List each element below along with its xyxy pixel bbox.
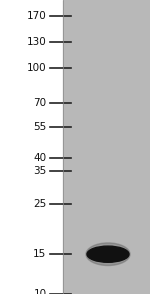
- Text: 40: 40: [33, 153, 46, 163]
- Text: 170: 170: [27, 11, 46, 21]
- Text: 35: 35: [33, 166, 46, 176]
- Text: 15: 15: [33, 249, 46, 259]
- Text: 55: 55: [33, 122, 46, 132]
- Text: 70: 70: [33, 98, 46, 108]
- Bar: [63, 0, 150, 294]
- Ellipse shape: [86, 243, 130, 265]
- Text: 100: 100: [27, 63, 46, 73]
- Ellipse shape: [87, 246, 129, 262]
- Text: 25: 25: [33, 199, 46, 209]
- Text: 130: 130: [27, 37, 46, 47]
- Text: 10: 10: [33, 289, 46, 294]
